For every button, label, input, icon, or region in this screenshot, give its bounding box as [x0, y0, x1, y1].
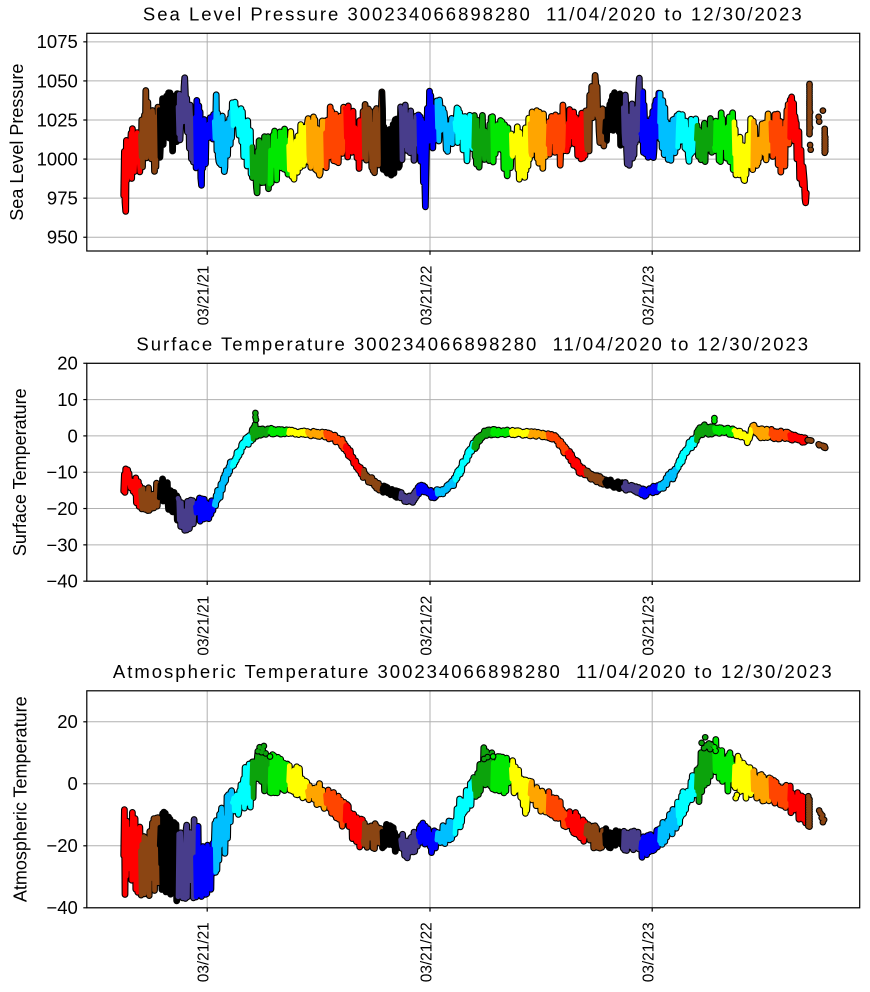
- svg-text:−30: −30: [46, 534, 77, 555]
- svg-text:1000: 1000: [37, 148, 78, 169]
- svg-text:0: 0: [68, 773, 78, 794]
- svg-text:Sea Level Pressure 30023406689: Sea Level Pressure 300234066898280 11/04…: [143, 4, 804, 25]
- svg-text:20: 20: [57, 711, 78, 732]
- svg-text:03/21/23: 03/21/23: [641, 596, 658, 656]
- svg-text:Atmospheric Temperature 300234: Atmospheric Temperature 300234066898280 …: [113, 661, 834, 682]
- svg-text:03/21/21: 03/21/21: [196, 596, 213, 656]
- svg-text:03/21/23: 03/21/23: [641, 266, 658, 326]
- svg-text:03/21/21: 03/21/21: [196, 266, 213, 326]
- svg-text:03/21/22: 03/21/22: [419, 266, 436, 326]
- svg-text:950: 950: [47, 227, 78, 248]
- svg-text:Sea Level Pressure: Sea Level Pressure: [7, 64, 27, 221]
- svg-text:Surface Temperature: Surface Temperature: [10, 388, 30, 556]
- svg-text:−20: −20: [46, 498, 77, 519]
- svg-text:975: 975: [47, 188, 78, 209]
- svg-text:Surface Temperature 3002340668: Surface Temperature 300234066898280 11/0…: [136, 334, 810, 355]
- svg-text:−40: −40: [46, 897, 77, 918]
- svg-text:10: 10: [57, 389, 78, 410]
- svg-text:03/21/22: 03/21/22: [419, 922, 436, 982]
- svg-text:20: 20: [57, 353, 78, 374]
- svg-text:03/21/21: 03/21/21: [196, 922, 213, 982]
- svg-text:Atmospheric Temperature: Atmospheric Temperature: [10, 696, 30, 902]
- svg-text:1025: 1025: [37, 109, 78, 130]
- svg-text:03/21/22: 03/21/22: [419, 596, 436, 656]
- svg-text:−40: −40: [46, 571, 77, 592]
- svg-text:−10: −10: [46, 462, 77, 483]
- svg-text:−20: −20: [46, 835, 77, 856]
- svg-text:03/21/23: 03/21/23: [641, 922, 658, 982]
- svg-text:1075: 1075: [37, 31, 78, 52]
- svg-text:0: 0: [68, 425, 78, 446]
- svg-text:1050: 1050: [37, 70, 78, 91]
